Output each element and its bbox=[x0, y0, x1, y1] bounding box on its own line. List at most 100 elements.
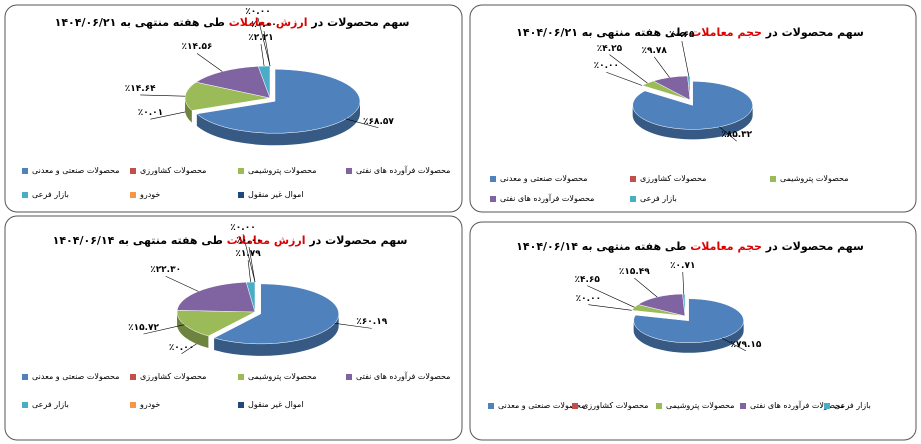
leader-line bbox=[248, 246, 256, 283]
value-label: ٪۷۹.۱۵ bbox=[730, 339, 762, 350]
legend-label: محصولات فرآورده های نفتی bbox=[750, 401, 845, 410]
value-label: ٪۰.۷۱ bbox=[670, 261, 696, 271]
value-label: ٪۲۲.۳۰ bbox=[150, 265, 182, 276]
legend-marker bbox=[22, 401, 28, 408]
legend-entry: بازار فرعی bbox=[22, 400, 69, 409]
leader-line bbox=[150, 110, 192, 120]
legend-entry: محصولات صنعتی و معدنی bbox=[22, 372, 120, 381]
value-label: ٪۱۴.۶۴ bbox=[124, 83, 156, 94]
legend-entry: محصولات کشاورزی bbox=[572, 401, 648, 410]
legend-entry: محصولات پتروشیمی bbox=[770, 174, 848, 183]
value-label: ٪۱۵.۷۲ bbox=[128, 322, 159, 333]
leader-line bbox=[257, 17, 271, 67]
legend-marker bbox=[630, 175, 636, 182]
legend-entry: بازار فرعی bbox=[22, 190, 69, 199]
legend-marker bbox=[130, 167, 136, 174]
legend-marker bbox=[130, 191, 136, 198]
legend-marker bbox=[238, 373, 244, 380]
pie-slice bbox=[176, 310, 256, 349]
slice-top bbox=[176, 310, 256, 337]
slice-top bbox=[633, 298, 744, 343]
value-label: ٪۱۴.۵۶ bbox=[181, 42, 213, 53]
legend-entry: محصولات پتروشیمی bbox=[656, 401, 734, 410]
legend-entry: محصولات صنعتی و معدنی bbox=[22, 166, 120, 175]
chart-title: سهم محصولات در ارزش معاملات طی هفته منته… bbox=[53, 234, 408, 247]
leader-line bbox=[588, 304, 632, 311]
legend-entry: محصولات صنعتی و معدنی bbox=[488, 401, 586, 410]
legend-label: محصولات کشاورزی bbox=[140, 372, 207, 381]
legend-marker bbox=[22, 167, 28, 174]
value-label: ٪۰.۰۰ bbox=[168, 342, 195, 353]
value-label: ٪۰.۰۰ bbox=[593, 61, 619, 72]
value-label: ٪۶۰.۱۹ bbox=[356, 317, 388, 328]
panel-frame bbox=[469, 4, 917, 213]
legend-marker bbox=[630, 195, 636, 202]
legend-entry: محصولات فرآورده های نفتی bbox=[346, 372, 450, 381]
title-text: طی هفته منتهی به ۱۴۰۴/۰۶/۲۱ bbox=[54, 16, 229, 29]
slice-top bbox=[637, 293, 686, 317]
leader-line bbox=[634, 277, 658, 298]
leader-line bbox=[609, 54, 648, 84]
legend-entry: اموال غیر منقول bbox=[238, 400, 303, 409]
title-highlight: ارزش معاملات bbox=[228, 16, 308, 29]
panel-frame bbox=[469, 221, 917, 441]
legend-marker bbox=[770, 175, 776, 182]
pie-slice bbox=[184, 81, 271, 123]
leader-line bbox=[681, 40, 690, 77]
legend-marker bbox=[238, 401, 244, 408]
value-label: ٪۹.۷۸ bbox=[641, 45, 667, 56]
legend-entry: بازار فرعی bbox=[630, 194, 677, 203]
legend-label: محصولات فرآورده های نفتی bbox=[356, 372, 451, 381]
legend-label: خودرو bbox=[140, 190, 161, 199]
value-label: ٪۸۵.۳۲ bbox=[721, 130, 753, 141]
legend-label: محصولات صنعتی و معدنی bbox=[32, 372, 120, 381]
value-label: ٪۱۵.۴۹ bbox=[618, 267, 650, 278]
legend-entry: خودرو bbox=[130, 400, 160, 409]
legend-entry: بازار فرعی bbox=[824, 401, 871, 410]
leader-line bbox=[722, 337, 747, 352]
leader-line bbox=[247, 260, 251, 283]
slice-top bbox=[213, 283, 339, 345]
title-text: طی هفته منتهی به ۱۴۰۴/۰۶/۱۴ bbox=[52, 234, 227, 247]
slice-side bbox=[214, 313, 339, 356]
leader-line bbox=[587, 285, 635, 308]
value-label: ٪۰.۰۰ bbox=[236, 236, 262, 246]
legend-label: محصولات صنعتی و معدنی bbox=[32, 166, 120, 175]
slice-top bbox=[184, 81, 271, 111]
leader-line bbox=[345, 118, 379, 129]
legend-label: اموال غیر منقول bbox=[248, 190, 304, 199]
legend-marker bbox=[22, 191, 28, 198]
value-label: ٪۰.۰۰ bbox=[575, 293, 602, 304]
slice-side bbox=[632, 105, 753, 140]
legend-marker bbox=[130, 401, 136, 408]
legend-label: محصولات پتروشیمی bbox=[248, 166, 317, 175]
legend-label: محصولات پتروشیمی bbox=[248, 372, 317, 381]
legend-label: بازار فرعی bbox=[32, 190, 69, 199]
slice-side bbox=[185, 98, 192, 123]
chart-title: سهم محصولات در حجم معاملات طی هفته منتهی… bbox=[516, 26, 864, 39]
legend-marker bbox=[130, 373, 136, 380]
legend-marker bbox=[490, 175, 496, 182]
legend-label: محصولات فرآورده های نفتی bbox=[500, 194, 595, 203]
legend-marker bbox=[238, 167, 244, 174]
pie-slice bbox=[633, 298, 744, 353]
legend-label: بازار فرعی bbox=[834, 401, 871, 410]
legend-label: بازار فرعی bbox=[640, 194, 677, 203]
legend-entry: محصولات صنعتی و معدنی bbox=[490, 174, 588, 183]
legend-label: محصولات صنعتی و معدنی bbox=[500, 174, 588, 183]
leader-line bbox=[719, 126, 737, 142]
leader-line bbox=[165, 275, 199, 292]
legend-marker bbox=[656, 402, 662, 409]
legend-marker bbox=[488, 402, 494, 409]
legend-label: محصولات کشاورزی bbox=[640, 174, 707, 183]
value-label: ٪۰.۰۰ bbox=[251, 20, 277, 30]
legend-label: اموال غیر منقول bbox=[248, 400, 304, 409]
legend-entry: محصولات کشاورزی bbox=[130, 166, 206, 175]
legend-entry: محصولات کشاورزی bbox=[130, 372, 206, 381]
value-label: ٪۲.۲۱ bbox=[248, 33, 274, 44]
legend-label: بازار فرعی bbox=[32, 400, 69, 409]
title-text: طی هفته منتهی به ۱۴۰۴/۰۶/۱۴ bbox=[516, 240, 691, 253]
panel-frame bbox=[4, 4, 463, 213]
leader-line bbox=[242, 233, 256, 283]
